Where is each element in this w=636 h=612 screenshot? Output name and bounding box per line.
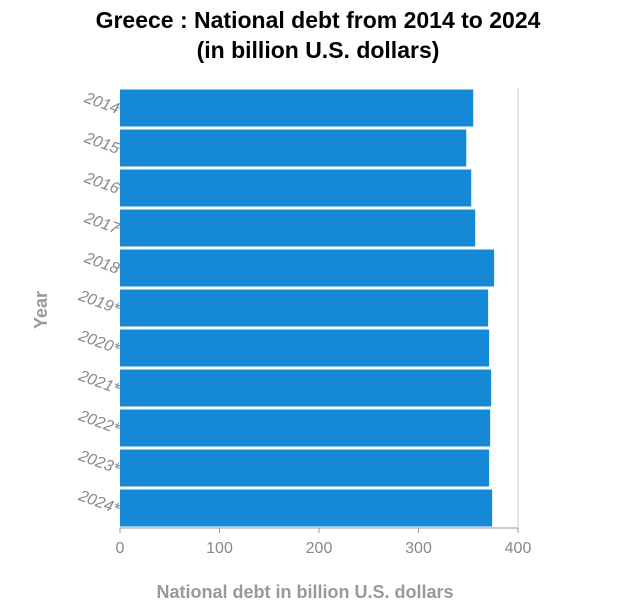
y-tick-label: 2018 (81, 249, 121, 278)
y-tick-label: 2017 (81, 209, 122, 238)
y-tick-label: 2014 (81, 89, 121, 118)
y-tick-label: 2023* (75, 447, 122, 478)
y-tick-label: 2015 (81, 129, 121, 158)
bar-2015 (120, 129, 467, 167)
bar-2014 (120, 89, 474, 127)
y-tick-label: 2021* (75, 367, 122, 398)
x-tick-label: 300 (405, 540, 432, 557)
x-tick-label: 100 (206, 540, 233, 557)
x-tick-label: 0 (116, 540, 125, 557)
bar-2016 (120, 169, 472, 207)
bar-2023-est (120, 449, 490, 487)
x-tick-label: 200 (306, 540, 333, 557)
y-tick-label: 2020* (75, 327, 122, 358)
y-tick-label: 2016 (81, 169, 121, 198)
bar-2018 (120, 249, 495, 287)
bar-2020-est (120, 329, 490, 367)
x-axis-label: National debt in billion U.S. dollars (156, 582, 453, 602)
bar-2017 (120, 209, 476, 247)
chart-title-line1: Greece : National debt from 2014 to 2024 (95, 7, 541, 33)
y-tick-label: 2019* (75, 287, 122, 318)
bar-2022-est (120, 409, 491, 447)
bar-2021-est (120, 369, 492, 407)
y-tick-label: 2022* (75, 407, 122, 438)
chart-title-line2: (in billion U.S. dollars) (196, 37, 440, 63)
x-tick-label: 400 (505, 540, 532, 557)
y-axis-label: Year (31, 291, 51, 329)
y-tick-label: 2024* (75, 487, 122, 518)
bar-2019-est (120, 289, 489, 327)
bar-2024-est (120, 489, 493, 527)
